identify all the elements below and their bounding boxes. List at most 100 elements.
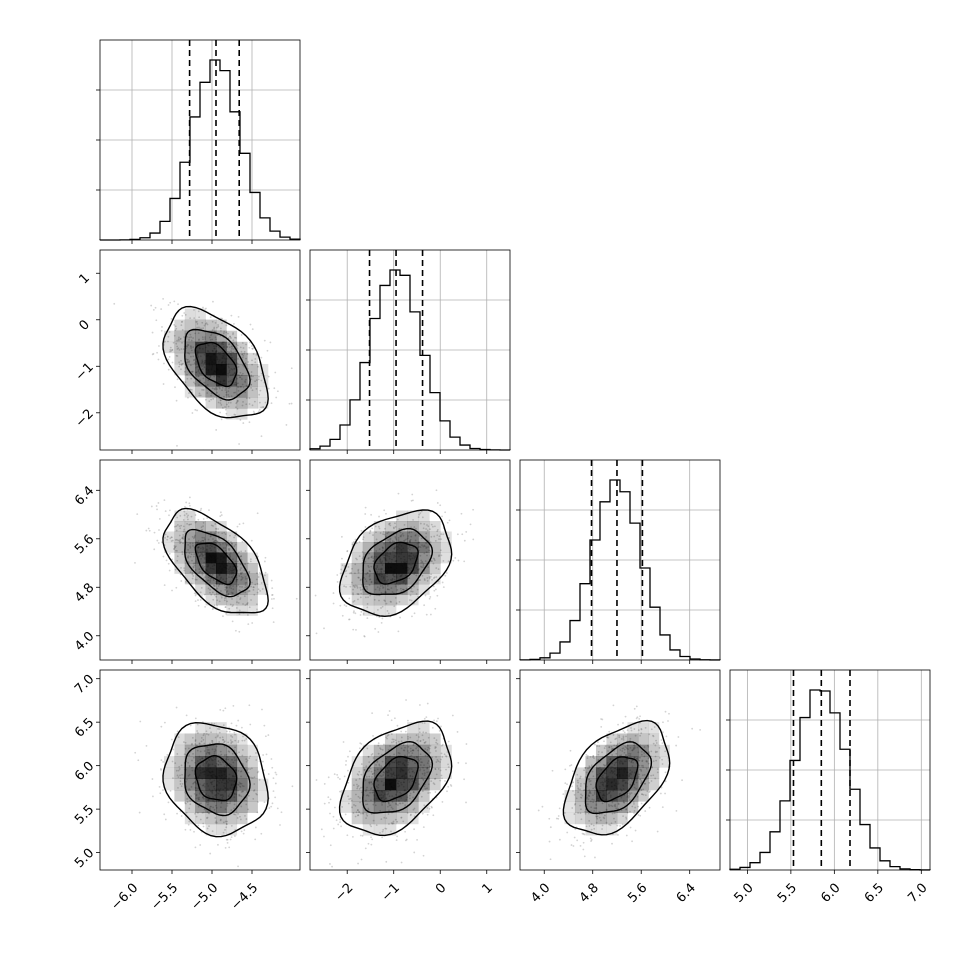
sample-point <box>188 361 191 364</box>
sample-point <box>233 322 235 325</box>
sample-point <box>435 576 438 578</box>
sample-point <box>409 750 412 753</box>
sample-point <box>433 576 436 579</box>
sample-point <box>163 721 166 724</box>
density-cell <box>373 812 386 825</box>
density-cell <box>236 733 248 746</box>
sample-point <box>234 413 237 416</box>
sample-point <box>192 355 195 358</box>
sample-point <box>620 738 623 740</box>
sample-point <box>384 600 386 602</box>
sample-point <box>354 572 356 575</box>
sample-point <box>367 794 370 797</box>
density-cell <box>418 531 430 543</box>
density-cell <box>195 584 206 595</box>
sample-point <box>229 802 231 805</box>
x-tick-label: −4.5 <box>228 881 261 914</box>
sample-point <box>613 744 616 747</box>
sample-point <box>549 858 552 861</box>
sample-point <box>343 585 346 588</box>
sample-point <box>359 579 362 582</box>
sample-point <box>174 549 177 552</box>
sample-point <box>179 338 182 341</box>
sample-point <box>306 734 308 736</box>
sample-point <box>379 532 382 534</box>
sample-point <box>360 592 363 595</box>
sample-point <box>219 818 222 821</box>
sample-point <box>245 760 248 763</box>
sample-point <box>139 720 142 723</box>
sample-point <box>222 724 225 727</box>
sample-point <box>203 381 206 384</box>
sample-point <box>418 783 420 786</box>
sample-point <box>376 609 379 611</box>
sample-point <box>398 802 401 805</box>
sample-point <box>179 514 182 517</box>
sample-point <box>240 350 243 353</box>
density-cell <box>205 778 217 791</box>
sample-point <box>359 588 362 591</box>
sample-point <box>592 794 594 797</box>
sample-point <box>186 359 189 361</box>
sample-point <box>187 396 189 399</box>
sample-point <box>206 827 209 830</box>
sample-point <box>345 575 348 578</box>
scatter-content <box>315 699 468 868</box>
sample-point <box>377 744 380 747</box>
density-cell <box>195 375 206 387</box>
sample-point <box>237 740 240 742</box>
sample-point <box>197 824 200 827</box>
density-cell <box>362 756 375 768</box>
sample-point <box>394 525 397 528</box>
sample-point <box>371 791 374 794</box>
sample-point <box>197 599 199 601</box>
sample-point <box>341 564 344 567</box>
sample-point <box>195 540 198 543</box>
sample-point <box>185 501 188 504</box>
sample-point <box>252 410 255 413</box>
sample-point <box>345 569 348 572</box>
sample-point <box>611 812 614 815</box>
sample-point <box>352 628 355 631</box>
sample-point <box>255 353 258 356</box>
density-cell <box>440 552 452 564</box>
density-cell <box>595 801 607 813</box>
sample-point <box>352 592 354 595</box>
sample-point <box>353 586 356 588</box>
sample-point <box>246 759 249 762</box>
sample-point <box>163 340 166 343</box>
sample-point <box>445 755 447 757</box>
sample-point <box>244 391 247 394</box>
density-cell <box>184 573 196 585</box>
sample-point <box>187 556 190 559</box>
sample-point <box>253 789 256 791</box>
sample-point <box>164 533 167 536</box>
density-cell <box>226 801 238 813</box>
density-cell <box>226 563 238 574</box>
density-cell <box>606 778 618 791</box>
sample-point <box>192 781 195 784</box>
sample-point <box>251 347 254 350</box>
sample-point <box>392 822 395 825</box>
sample-point <box>187 358 189 361</box>
sample-point <box>189 829 192 831</box>
sample-point <box>246 603 248 606</box>
y-tick-label: 7.0 <box>72 672 97 697</box>
sample-point <box>587 812 590 815</box>
sample-point <box>250 776 253 779</box>
sample-point <box>181 341 183 344</box>
sample-point <box>238 794 241 797</box>
sample-point <box>275 396 278 399</box>
sample-point <box>397 539 400 541</box>
sample-point <box>199 818 202 821</box>
sample-point <box>623 801 626 804</box>
sample-point <box>190 553 193 556</box>
sample-point <box>588 792 591 795</box>
sample-point <box>213 330 216 333</box>
sample-point <box>272 777 275 780</box>
density-cell <box>205 790 217 802</box>
sample-point <box>391 540 394 543</box>
sample-point <box>197 384 200 386</box>
sample-point <box>357 811 360 813</box>
sample-point <box>393 753 395 756</box>
